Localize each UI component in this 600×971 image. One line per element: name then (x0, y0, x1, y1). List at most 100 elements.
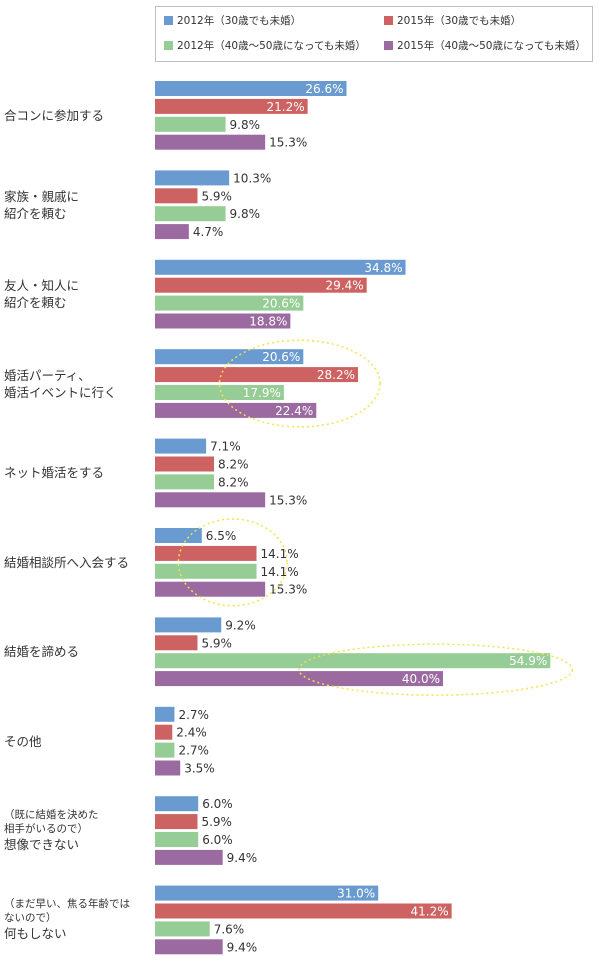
category-label-line: ネット婚活をする (4, 465, 105, 481)
bar-value-label: 5.9% (201, 636, 232, 650)
category-label-line: 紹介を頼む (4, 295, 67, 311)
bar-value-label: 18.8% (249, 315, 287, 329)
bar-value-label: 20.6% (262, 350, 300, 364)
bar-value-label: 14.1% (261, 565, 299, 579)
category-note-line: （まだ早い、焦る年齢では (4, 898, 130, 911)
bar (155, 903, 452, 919)
bar (155, 277, 367, 293)
bar-value-label: 14.1% (261, 547, 299, 561)
category-note-line: 相手がいるので） (4, 823, 88, 836)
category-label-line: 何もしない (4, 926, 67, 942)
bar (155, 474, 215, 490)
bar-value-label: 9.4% (227, 851, 258, 865)
bar-value-label: 2.4% (176, 726, 207, 740)
bar-value-label: 9.4% (227, 940, 258, 954)
highlight-ellipse (298, 643, 574, 696)
bar (155, 259, 406, 275)
category-label: 合コンに参加する (4, 107, 104, 124)
legend-swatch-2012-30 (164, 16, 173, 25)
legend-label-2015-40-50: 2015年（40歳〜50歳になっても未婚） (397, 40, 586, 52)
bar (155, 635, 198, 651)
bar-value-label: 20.6% (262, 297, 300, 311)
category-label-line: 結婚を諦める (4, 644, 80, 660)
bar-value-label: 8.2% (218, 475, 249, 489)
bar-value-label: 9.8% (230, 118, 261, 132)
bar-value-label: 7.1% (210, 440, 241, 454)
legend-item-2015-30: 2015年（30歳でも未婚） (384, 15, 521, 27)
bar-value-label: 5.9% (201, 189, 232, 203)
bar (155, 385, 284, 400)
bar (155, 224, 189, 240)
legend: 2012年（30歳でも未婚） 2015年（30歳でも未婚） 2012年（40歳〜… (155, 6, 593, 62)
bar-value-label: 3.5% (184, 762, 215, 776)
bar-value-label: 2.7% (178, 744, 209, 758)
bar-value-label: 9.8% (230, 207, 261, 221)
bar (155, 581, 266, 597)
legend-item-2012-40-50: 2012年（40歳〜50歳になっても未婚） (164, 40, 366, 52)
category-label-line: 婚活イベントに行く (4, 384, 117, 400)
category-label: 結婚相談所へ入会する (4, 554, 129, 571)
bar-value-label: 9.2% (225, 618, 256, 632)
category-label: 結婚を諦める (4, 643, 79, 660)
category-label: 家族・親戚に 紹介を頼む (4, 188, 79, 222)
bar (155, 617, 222, 633)
bar (155, 456, 215, 472)
category-label-line: 紹介を頼む (4, 205, 67, 221)
category-label-line: その他 (4, 733, 42, 749)
legend-swatch-2015-40-50 (384, 41, 393, 50)
bar (155, 170, 230, 186)
bar (155, 349, 304, 365)
category-label-line: 友人・知人に (4, 278, 80, 294)
bar (155, 81, 347, 96)
category-label-line: 結婚相談所へ入会する (4, 554, 130, 570)
bar (155, 98, 308, 114)
bar (155, 367, 359, 383)
legend-item-2015-40-50: 2015年（40歳〜50歳になっても未婚） (384, 40, 586, 52)
bar-value-label: 40.0% (402, 672, 440, 686)
highlight-ellipse (177, 518, 288, 607)
bar-value-label: 21.2% (267, 100, 305, 114)
bar (155, 295, 304, 311)
category-label-line: 想像できない (4, 837, 80, 853)
bar-value-label: 15.3% (269, 493, 307, 507)
bar-value-label: 15.3% (269, 136, 307, 150)
legend-label-2012-40-50: 2012年（40歳〜50歳になっても未婚） (177, 40, 366, 52)
bar-value-label: 29.4% (326, 279, 364, 293)
bar (155, 921, 210, 937)
category-label: （まだ早い、焦る年齢では ないので） 何もしない (4, 897, 130, 942)
bar-value-label: 2.7% (178, 708, 209, 722)
bar-value-label: 7.6% (214, 922, 245, 936)
bar (155, 849, 223, 865)
bar-value-label: 6.0% (202, 797, 233, 811)
bar-value-label: 6.0% (202, 833, 233, 847)
bar-value-label: 10.3% (233, 171, 271, 185)
category-label: ネット婚活をする (4, 464, 104, 481)
bar (155, 116, 226, 132)
bar-value-label: 34.8% (364, 261, 402, 275)
category-label: （既に結婚を決めた 相手がいるので） 想像できない (4, 808, 99, 853)
legend-label-2015-30: 2015年（30歳でも未婚） (397, 15, 522, 27)
category-label: 婚活パーティ、 婚活イベントに行く (4, 367, 117, 401)
bar-value-label: 28.2% (317, 368, 355, 382)
legend-label-2012-30: 2012年（30歳でも未婚） (177, 15, 302, 27)
bar-value-label: 6.5% (206, 529, 237, 543)
bar (155, 492, 266, 508)
bar (155, 563, 257, 579)
bar (155, 134, 266, 150)
bar (155, 742, 175, 758)
bar (155, 545, 257, 561)
bar (155, 885, 379, 901)
bar-value-label: 31.0% (337, 887, 375, 901)
bar-value-label: 26.6% (305, 82, 343, 96)
bar-value-label: 8.2% (218, 458, 249, 472)
bar-value-label: 17.9% (243, 386, 281, 400)
bar (155, 438, 207, 454)
bar (155, 313, 291, 329)
bar-value-label: 54.9% (509, 654, 547, 668)
category-note-line: （既に結婚を決めた (4, 809, 99, 822)
bar (155, 814, 198, 830)
bar (155, 760, 181, 776)
bar (155, 671, 443, 687)
bar (155, 939, 223, 955)
highlight-ellipse (218, 339, 381, 428)
